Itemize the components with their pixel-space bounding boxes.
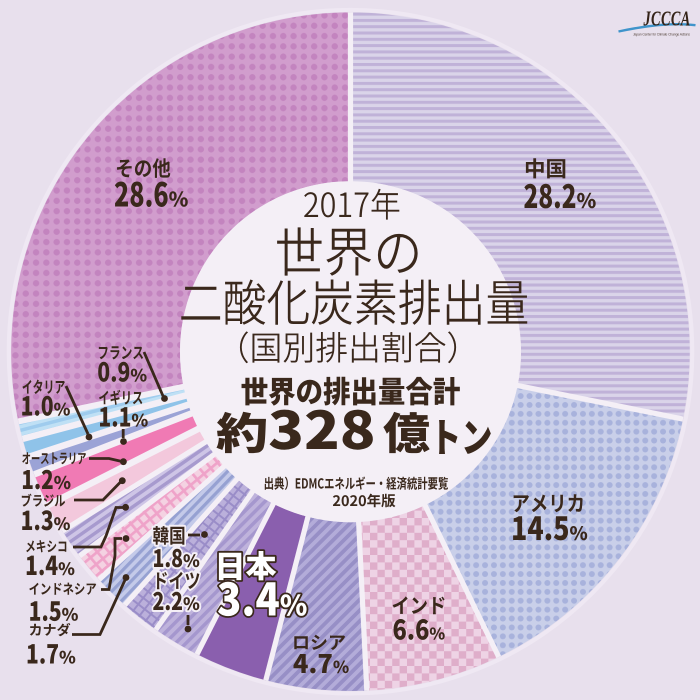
svg-text:JCCCA: JCCCA: [643, 7, 691, 30]
svg-text:Japan Center for Climate Chang: Japan Center for Climate Change Actions: [633, 33, 690, 37]
